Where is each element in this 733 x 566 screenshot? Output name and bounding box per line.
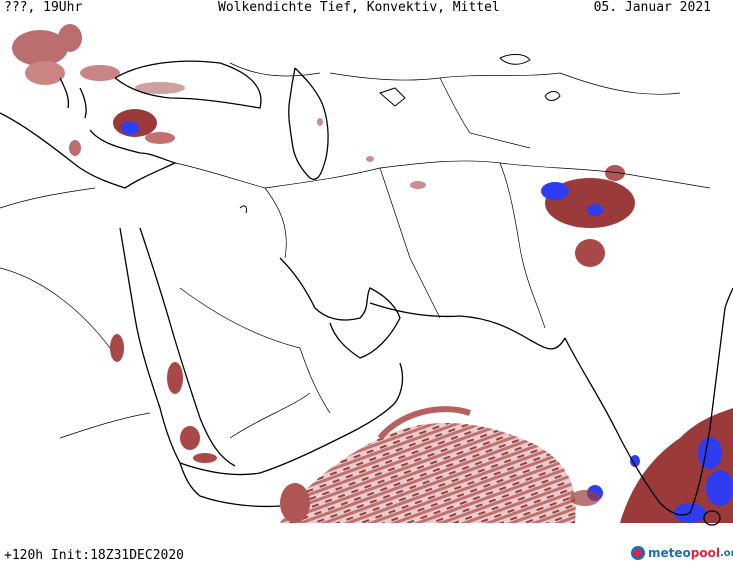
- cloud-area-turkey: [113, 109, 175, 144]
- cloud-area-red-sea: [110, 334, 217, 463]
- cloud-area-iran: [317, 118, 426, 189]
- meteopool-logo[interactable]: meteo pool .org: [630, 545, 733, 561]
- lakes: [239, 54, 561, 214]
- cloud-area-south-india: [570, 408, 733, 523]
- cloud-area-balkans: [12, 24, 185, 156]
- meteopool-icon: [631, 546, 645, 560]
- cloud-area-arabian-sea: [280, 406, 576, 523]
- valid-time-label: ???, 19Uhr: [4, 0, 83, 15]
- logo-text-org: .org: [719, 547, 733, 559]
- cloud-density-map: [0, 24, 733, 526]
- logo-text-pool: pool: [690, 546, 720, 560]
- cloud-layer: [12, 24, 733, 523]
- logo-text-meteo: meteo: [648, 546, 691, 560]
- country-borders: [0, 62, 711, 439]
- map-title: Wolkendichte Tief, Konvektiv, Mittel: [218, 0, 500, 15]
- date-label: 05. Januar 2021: [593, 0, 711, 15]
- cloud-area-north-india: [541, 165, 635, 267]
- coastlines: [0, 60, 733, 526]
- model-run-info: +120h Init:18Z31DEC2020: [4, 548, 185, 563]
